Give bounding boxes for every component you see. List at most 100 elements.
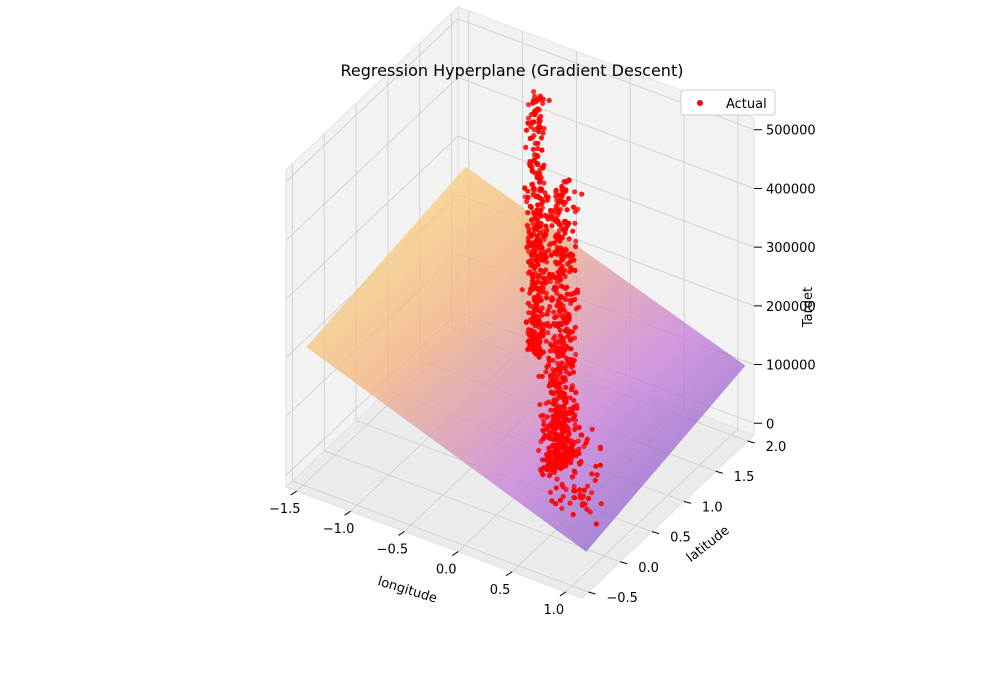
- data-point: [585, 495, 592, 502]
- y-tick-label: 2.0: [766, 440, 787, 455]
- data-point: [519, 287, 525, 293]
- data-point: [584, 436, 590, 442]
- data-point: [527, 290, 533, 296]
- data-point: [538, 267, 544, 273]
- data-point: [528, 124, 534, 130]
- data-point: [572, 422, 578, 428]
- z-tick-label: 100000: [766, 359, 816, 374]
- data-point: [561, 405, 568, 411]
- data-point: [562, 346, 568, 352]
- data-point: [557, 497, 564, 503]
- data-point: [525, 194, 531, 201]
- data-point: [564, 362, 570, 368]
- data-point: [564, 436, 570, 442]
- data-point: [572, 243, 579, 250]
- data-point: [566, 236, 572, 242]
- data-point: [557, 293, 564, 300]
- data-point: [539, 373, 545, 379]
- data-point: [554, 279, 560, 285]
- data-point: [563, 486, 569, 493]
- data-point: [563, 369, 569, 375]
- data-point: [543, 223, 549, 229]
- data-point: [558, 436, 564, 442]
- data-point: [538, 187, 544, 194]
- data-point: [531, 281, 538, 287]
- data-point: [532, 156, 538, 162]
- data-point: [549, 366, 556, 373]
- data-point: [593, 521, 600, 527]
- x-tick-label: 1.0: [544, 603, 565, 618]
- z-tick-label: 200000: [766, 300, 816, 315]
- data-point: [533, 350, 539, 356]
- data-point: [549, 450, 555, 456]
- tick-marks: −1.5−1.0−0.50.00.51.0−0.50.00.51.01.52.0…: [269, 124, 816, 618]
- data-point: [559, 263, 565, 269]
- x-tick: [451, 551, 459, 556]
- data-point: [557, 327, 563, 333]
- z-axis-label: Target: [801, 287, 816, 328]
- data-point: [555, 323, 561, 329]
- data-point: [555, 360, 561, 366]
- data-point: [569, 474, 576, 480]
- data-point: [549, 498, 555, 504]
- data-point: [550, 443, 556, 449]
- data-point: [528, 203, 534, 209]
- data-point: [559, 183, 565, 189]
- data-point: [541, 125, 547, 132]
- data-point: [570, 297, 576, 303]
- data-point: [554, 402, 560, 408]
- data-point: [555, 351, 561, 357]
- data-point: [545, 362, 552, 368]
- data-point: [559, 505, 565, 511]
- data-point: [539, 164, 546, 170]
- x-tick-label: 0.0: [436, 563, 457, 578]
- data-point: [529, 217, 535, 223]
- data-point: [531, 265, 538, 271]
- data-point: [557, 421, 563, 427]
- data-point: [558, 251, 565, 257]
- data-point: [547, 430, 553, 436]
- x-tick-label: −0.5: [377, 542, 409, 557]
- data-point: [531, 248, 537, 254]
- data-point: [540, 130, 546, 136]
- data-point: [579, 191, 585, 197]
- data-point: [572, 470, 578, 476]
- data-point: [534, 244, 540, 250]
- data-point: [539, 244, 545, 250]
- data-point: [545, 216, 551, 222]
- data-point: [554, 431, 560, 437]
- x-tick: [398, 530, 405, 536]
- data-point: [539, 254, 545, 260]
- data-point: [556, 364, 562, 371]
- data-point: [566, 177, 572, 184]
- data-point: [549, 297, 555, 303]
- data-point: [563, 384, 569, 390]
- data-point: [535, 202, 541, 208]
- data-point: [561, 307, 567, 313]
- data-point: [522, 185, 528, 191]
- data-point: [563, 453, 569, 459]
- data-point: [561, 179, 567, 185]
- data-point: [523, 127, 530, 133]
- data-point: [529, 168, 536, 174]
- data-point: [537, 171, 543, 177]
- data-point: [525, 115, 532, 121]
- z-tick-label: 500000: [766, 124, 816, 139]
- data-point: [537, 401, 543, 408]
- data-point: [560, 352, 566, 358]
- grid-line: [285, 77, 459, 241]
- y-tick-label: 0.0: [638, 561, 659, 576]
- data-point: [577, 487, 583, 493]
- data-point: [553, 452, 560, 458]
- data-point: [560, 379, 567, 385]
- data-point: [543, 290, 550, 296]
- data-point: [536, 128, 542, 134]
- x-tick: [344, 510, 351, 516]
- legend-marker: [697, 100, 703, 106]
- data-point: [560, 303, 566, 309]
- data-point: [550, 272, 556, 278]
- data-point: [572, 267, 578, 273]
- data-point: [536, 107, 542, 113]
- data-point: [526, 249, 532, 255]
